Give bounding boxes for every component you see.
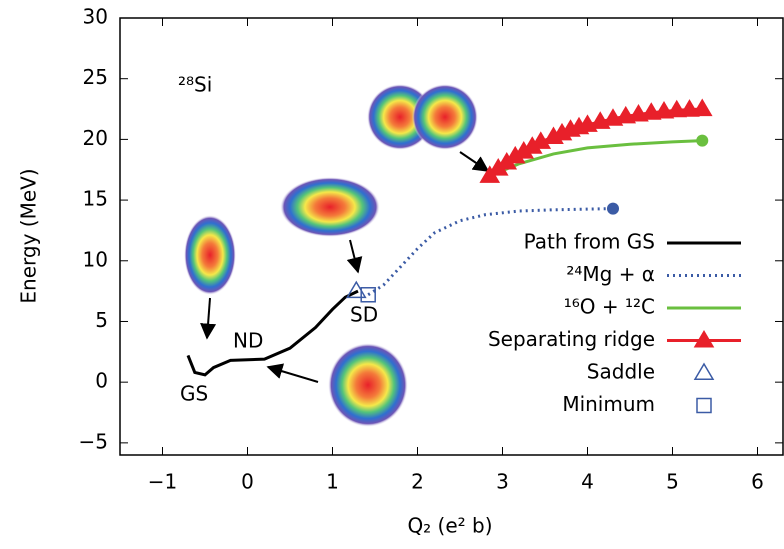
y-tick-label: 20 bbox=[83, 126, 108, 150]
legend-label: ²⁴Mg + α bbox=[566, 262, 655, 286]
legend-label: Minimum bbox=[562, 392, 655, 416]
legend-marker bbox=[696, 397, 712, 414]
x-axis-label: Q₂ (e² b) bbox=[407, 514, 492, 538]
x-tick-label: 5 bbox=[666, 470, 679, 494]
y-tick-label: 25 bbox=[83, 65, 108, 89]
legend-label: ¹⁶O + ¹²C bbox=[564, 295, 655, 319]
data-point bbox=[679, 99, 700, 117]
plot-frame bbox=[119, 17, 784, 456]
arrow bbox=[200, 297, 217, 340]
end-point bbox=[607, 202, 619, 215]
legend-label: Separating ridge bbox=[488, 327, 655, 351]
x-tick-label: 1 bbox=[326, 470, 339, 494]
end-point bbox=[696, 134, 709, 147]
x-tick-label: 2 bbox=[411, 470, 424, 494]
data-point bbox=[530, 131, 552, 149]
data-point bbox=[360, 287, 376, 303]
annotation: ²⁸Si bbox=[178, 73, 212, 97]
y-tick-label: 5 bbox=[95, 308, 108, 332]
density-sd bbox=[280, 177, 380, 237]
arrows bbox=[200, 151, 490, 383]
x-tick-label: 4 bbox=[581, 470, 594, 494]
arrow bbox=[346, 239, 363, 274]
legend-label: Saddle bbox=[587, 360, 655, 384]
legend-label: Path from GS bbox=[524, 230, 655, 254]
y-axis-label: Energy (MeV) bbox=[17, 168, 41, 303]
y-tick-label: −5 bbox=[79, 429, 108, 453]
data-point bbox=[666, 99, 688, 118]
arrow bbox=[459, 151, 490, 172]
series-line bbox=[367, 207, 614, 297]
legend-marker bbox=[693, 330, 715, 348]
data-point bbox=[691, 98, 713, 117]
arrow bbox=[266, 363, 319, 383]
annotation: ND bbox=[233, 329, 263, 353]
density-nd bbox=[328, 343, 408, 427]
annotation: GS bbox=[180, 382, 208, 406]
y-tick-label: 15 bbox=[83, 187, 108, 211]
y-tick-label: 30 bbox=[83, 5, 108, 29]
density-images bbox=[184, 84, 478, 427]
series-line bbox=[186, 289, 359, 377]
x-tick-label: −1 bbox=[148, 470, 177, 494]
legend-marker bbox=[693, 362, 715, 381]
density-gs bbox=[184, 215, 236, 295]
x-tick-label: 0 bbox=[241, 470, 254, 494]
x-tick-label: 6 bbox=[751, 470, 764, 494]
annotation: SD bbox=[350, 303, 378, 327]
density-right bbox=[412, 84, 478, 150]
y-tick-label: 10 bbox=[83, 247, 108, 271]
x-tick-label: 3 bbox=[496, 470, 509, 494]
series-line bbox=[489, 139, 703, 178]
y-tick-label: 0 bbox=[95, 369, 108, 393]
